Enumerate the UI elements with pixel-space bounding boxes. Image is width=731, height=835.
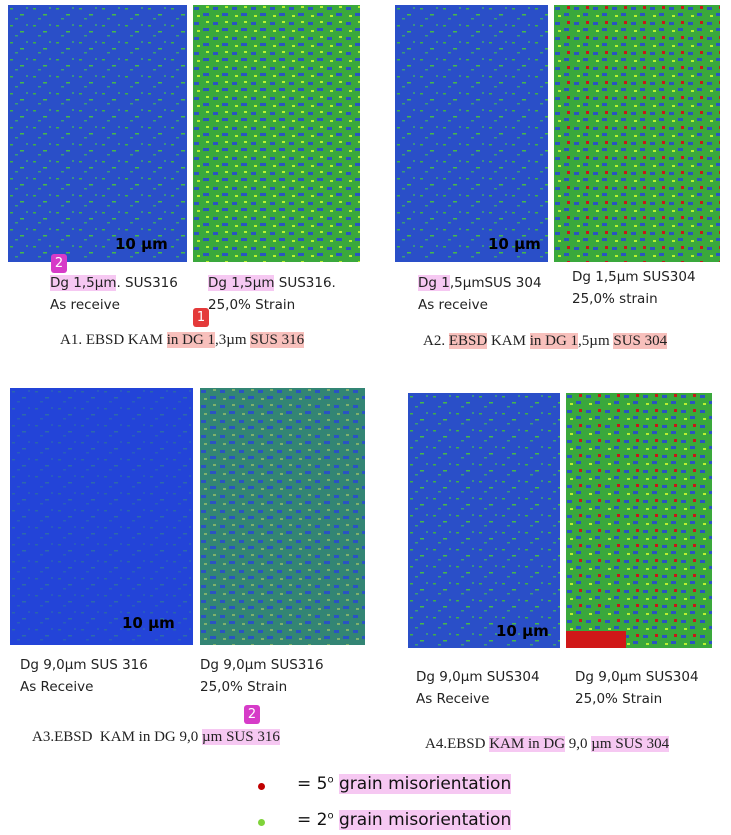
- scale-label: 10 µm: [115, 235, 168, 253]
- label-text: Dg 9,0µm SUS304: [575, 669, 699, 685]
- label-text: As Receive: [20, 679, 93, 695]
- legend-entry: = 5o grain misorientation: [297, 774, 511, 794]
- label-text: Dg 1,5µm: [50, 275, 116, 291]
- ebsd-image: [8, 5, 187, 262]
- legend-dot: [258, 819, 265, 826]
- scale-label: 10 µm: [496, 622, 549, 640]
- image-label: Dg 9,0µm SUS304 As Receive: [416, 666, 540, 710]
- ebsd-image: [566, 393, 712, 648]
- image-label: Dg 1,5µm. SUS316 As receive: [50, 272, 178, 316]
- legend-symbol: = 5: [297, 774, 327, 794]
- label-text: Dg 9,0µm SUS 316: [20, 657, 148, 673]
- ebsd-image: [554, 5, 720, 262]
- label-text: As receive: [418, 297, 488, 313]
- image-label: Dg 1,5µm SUS304 25,0% strain: [572, 266, 696, 310]
- image-label: Dg 9,0µm SUS 316 As Receive: [20, 654, 148, 698]
- legend-symbol: = 2: [297, 810, 327, 830]
- caption-text: in DG 1: [530, 333, 578, 349]
- legend-entry: = 2o grain misorientation: [297, 810, 511, 830]
- caption-text: KAM: [487, 333, 530, 349]
- ebsd-image: [200, 388, 365, 645]
- legend-degree: o: [327, 810, 333, 821]
- ebsd-image: [408, 393, 560, 648]
- image-label: Dg 9,0µm SUS316 25,0% Strain: [200, 654, 324, 698]
- legend-dot: [258, 783, 265, 790]
- caption-text: SUS 304: [613, 333, 667, 349]
- label-text: SUS316.: [274, 275, 335, 291]
- label-text: Dg 1,5µm: [208, 275, 274, 291]
- image-label: Dg 9,0µm SUS304 25,0% Strain: [575, 666, 699, 710]
- label-text: 25,0% Strain: [200, 679, 287, 695]
- caption: A4.EBSD KAM in DG 9,0 µm SUS 304: [425, 736, 669, 753]
- label-text: 25,0% strain: [572, 291, 658, 307]
- caption-text: 9,0: [565, 736, 591, 752]
- caption-text: in DG 1: [167, 332, 215, 348]
- caption-text: A4.EBSD: [425, 736, 489, 752]
- caption-text: EBSD: [449, 333, 487, 349]
- ebsd-image: [395, 5, 548, 262]
- label-text: Dg 1: [418, 275, 450, 291]
- caption-text: A2.: [423, 333, 449, 349]
- caption-text: A3.EBSD KAM in DG 9,0: [32, 729, 202, 745]
- caption: A2. EBSD KAM in DG 1,5µm SUS 304: [423, 333, 667, 350]
- page: 10 µm 10 µm 10 µm 10 µm Dg 1,5µm. SUS316…: [0, 0, 731, 835]
- label-text: As receive: [50, 297, 120, 313]
- label-text: . SUS316: [116, 275, 177, 291]
- label-text: Dg 1,5µm SUS304: [572, 269, 696, 285]
- label-text: Dg 9,0µm SUS316: [200, 657, 324, 673]
- legend-label: grain misorientation: [339, 774, 511, 794]
- label-text: Dg 9,0µm SUS304: [416, 669, 540, 685]
- label-text: ,5µmSUS 304: [450, 275, 542, 291]
- caption-text: KAM in DG: [489, 736, 565, 752]
- annotation-badge: 1: [193, 308, 209, 327]
- ebsd-image: [193, 5, 360, 262]
- scale-label: 10 µm: [122, 614, 175, 632]
- image-label: Dg 1,5µmSUS 304 As receive: [418, 272, 542, 316]
- caption-text: ,5µm: [578, 333, 613, 349]
- label-text: 25,0% Strain: [208, 297, 295, 313]
- annotation-badge: 2: [51, 254, 67, 273]
- label-text: As Receive: [416, 691, 489, 707]
- caption: A3.EBSD KAM in DG 9,0 µm SUS 316: [32, 729, 280, 746]
- caption-text: µm SUS 316: [202, 729, 280, 745]
- caption-text: µm SUS 304: [591, 736, 669, 752]
- legend-label: grain misorientation: [339, 810, 511, 830]
- caption-text: ,3µm: [215, 332, 250, 348]
- ebsd-image: [10, 388, 193, 645]
- scale-label: 10 µm: [488, 235, 541, 253]
- annotation-badge: 2: [244, 705, 260, 724]
- image-label: Dg 1,5µm SUS316. 25,0% Strain: [208, 272, 336, 316]
- caption-text: SUS 316: [250, 332, 304, 348]
- caption-text: A1. EBSD KAM: [60, 332, 167, 348]
- caption: A1. EBSD KAM in DG 1,3µm SUS 316: [60, 332, 304, 349]
- legend-degree: o: [327, 774, 333, 785]
- label-text: 25,0% Strain: [575, 691, 662, 707]
